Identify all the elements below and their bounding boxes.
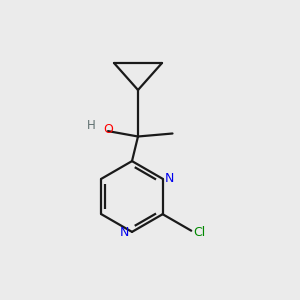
Text: H: H: [86, 119, 95, 133]
Text: O: O: [103, 123, 113, 136]
Text: N: N: [120, 226, 130, 239]
Text: Cl: Cl: [194, 226, 206, 239]
Text: N: N: [165, 172, 174, 185]
